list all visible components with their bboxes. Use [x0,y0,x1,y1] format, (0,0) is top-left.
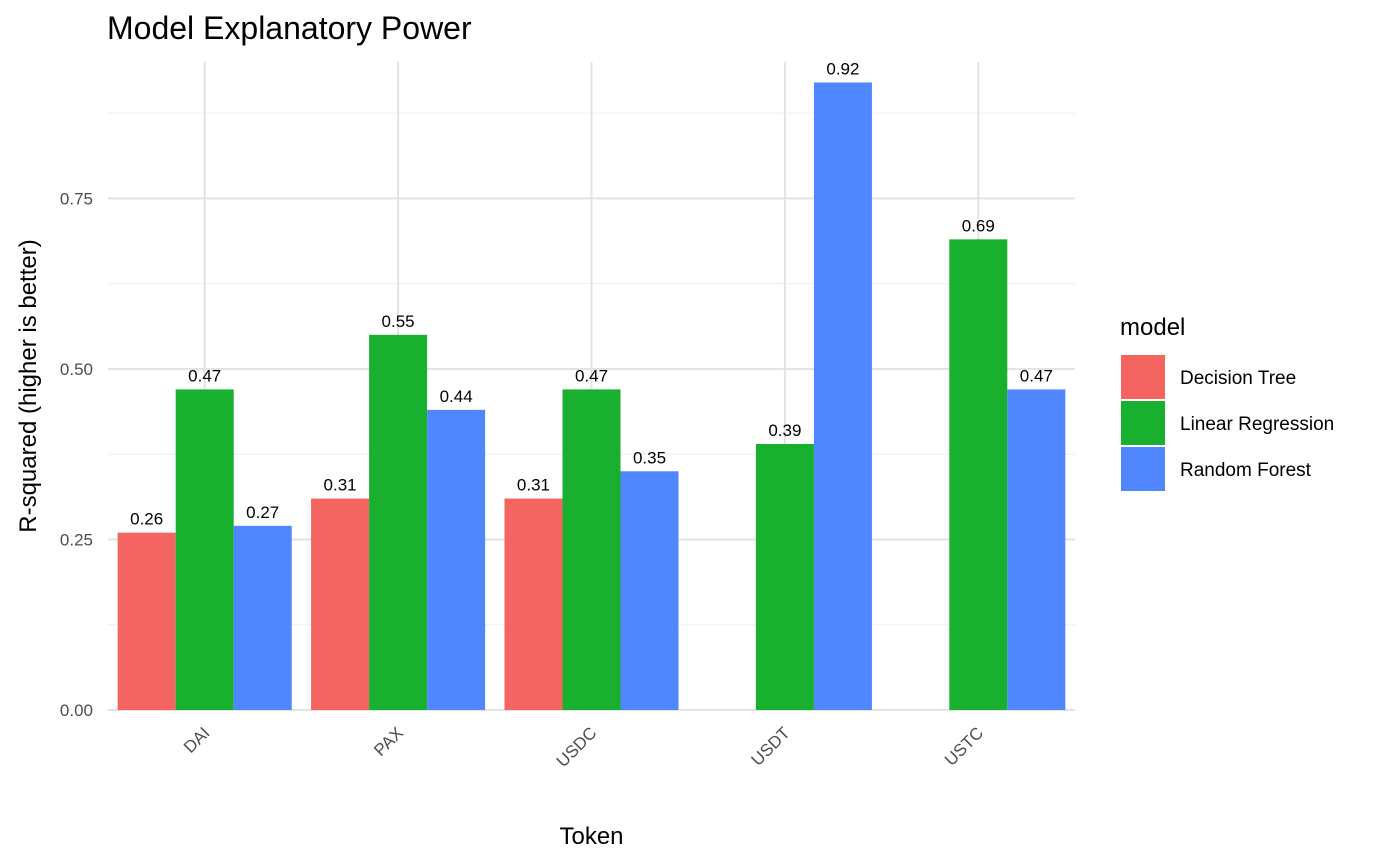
legend-swatch [1121,447,1165,491]
x-tick-label: PAX [370,723,407,760]
bar-linear-regression-pax [369,334,428,710]
legend-title: model [1120,314,1185,341]
bar-linear-regression-usdt [755,443,814,710]
x-axis-title: Token [559,823,623,850]
bar-value-label: 0.27 [246,503,279,522]
legend-label: Random Forest [1180,460,1312,481]
legend-label: Decision Tree [1180,368,1296,389]
bar-random-forest-usdc [620,471,679,710]
legend-swatch [1121,401,1165,445]
x-tick-label: USDT [748,723,794,769]
bar-value-label: 0.55 [382,312,415,331]
bar-random-forest-usdt [813,82,872,711]
legend-swatch [1121,355,1165,399]
bar-value-label: 0.92 [826,59,859,78]
bar-linear-regression-usdc [562,389,621,710]
bar-value-label: 0.69 [962,216,995,235]
bar-value-label: 0.47 [575,366,608,385]
bar-value-label: 0.39 [768,421,801,440]
x-tick-label: USTC [941,723,987,769]
bars-group [117,82,1066,711]
bar-value-label: 0.31 [324,476,357,495]
y-tick-label: 0.75 [60,189,93,208]
x-tick-label: DAI [180,723,213,756]
y-tick-label: 0.50 [60,360,93,379]
legend-label: Linear Regression [1180,414,1334,435]
bar-value-label: 0.35 [633,448,666,467]
bar-value-label: 0.44 [440,387,473,406]
x-axis-ticks: DAI PAX USDC USDT USTC [180,723,987,770]
y-tick-label: 0.25 [60,530,93,549]
bar-value-label: 0.26 [130,510,163,529]
bar-random-forest-ustc [1007,389,1066,710]
bar-decision-tree-dai [117,532,176,710]
bar-value-label: 0.31 [517,476,550,495]
bar-value-label: 0.47 [1020,366,1053,385]
bar-labels-group: 0.26 0.31 0.31 0.47 0.55 0.47 0.39 0.69 0.27 0.44… [130,59,1053,528]
bar-random-forest-pax [427,409,486,710]
y-tick-label: 0.00 [60,701,93,720]
bar-value-label: 0.47 [188,366,221,385]
bar-decision-tree-usdc [504,498,563,710]
bar-linear-regression-ustc [949,239,1008,711]
y-axis-title: R-squared (higher is better) [15,239,42,532]
y-axis-ticks: 0.00 0.25 0.50 0.75 [60,189,93,720]
x-tick-label: USDC [553,723,600,770]
chart-title: Model Explanatory Power [107,10,472,46]
bar-decision-tree-pax [311,498,370,710]
legend: model Decision Tree Linear Regression Rand… [1120,314,1334,491]
bar-random-forest-dai [233,525,292,710]
bar-linear-regression-dai [175,389,234,710]
